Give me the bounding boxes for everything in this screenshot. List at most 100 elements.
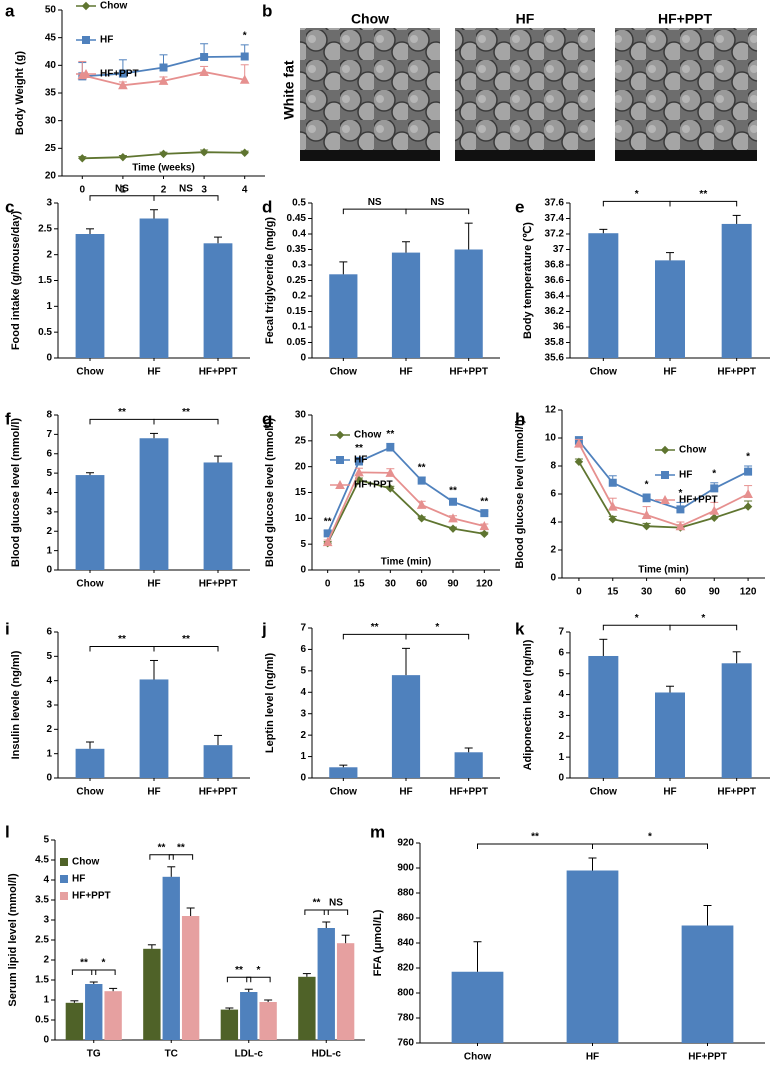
- significance-label: NS: [179, 183, 193, 194]
- y-tick-label: 0.5: [292, 198, 306, 209]
- significance-bracket: [602, 624, 671, 631]
- y-tick-label: 25: [295, 435, 307, 446]
- marker: [323, 529, 332, 538]
- error-bar: [109, 987, 118, 992]
- legend-label: HF: [679, 470, 692, 481]
- y-tick-label: 2: [558, 731, 564, 742]
- significance-bracket: [91, 969, 116, 975]
- x-tick-label: HF+PPT: [717, 787, 756, 798]
- significance-label: **: [118, 407, 126, 418]
- marker: [642, 521, 651, 531]
- legend-label: HF+PPT: [354, 480, 393, 491]
- x-tick-label: Chow: [330, 367, 357, 378]
- marker: [743, 488, 753, 498]
- error-bar: [732, 214, 741, 224]
- x-tick-label: HF: [399, 367, 412, 378]
- series-line: [326, 471, 485, 543]
- significance-bracket: [602, 200, 671, 207]
- y-axis-label: FFA (μmol/L): [372, 909, 384, 976]
- y-tick-label: 2.5: [35, 935, 49, 946]
- y-tick-label: 0.5: [38, 327, 52, 338]
- y-tick-label: 0: [550, 573, 556, 584]
- error-bar: [402, 647, 410, 676]
- y-tick-label: 10: [545, 433, 557, 444]
- x-tick-label: 60: [675, 587, 687, 598]
- y-tick-label: 2: [46, 526, 52, 537]
- y-tick-label: 3: [300, 708, 306, 719]
- significance-label: **: [699, 189, 707, 200]
- y-tick-label: 0.4: [292, 229, 306, 240]
- annotation: *: [678, 488, 682, 499]
- y-tick-label: 10: [295, 513, 307, 524]
- y-tick-label: 860: [397, 913, 414, 924]
- legend-marker: [660, 494, 670, 504]
- marker: [322, 537, 333, 547]
- y-axis-label: Body temperature (℃): [522, 222, 534, 339]
- legend-marker: [81, 1, 91, 11]
- y-tick-label: 35: [45, 88, 57, 99]
- error-bar: [339, 764, 348, 768]
- legend-swatch: [60, 858, 68, 866]
- error-bar: [147, 944, 156, 949]
- annotation: *: [712, 468, 716, 479]
- y-tick-label: 0.45: [287, 213, 307, 224]
- significance-bracket: [477, 843, 593, 849]
- y-tick-label: 0.1: [292, 322, 306, 333]
- x-tick-label: HF+PPT: [199, 579, 238, 590]
- y-tick-label: 4: [558, 689, 564, 700]
- marker: [118, 152, 128, 162]
- panel-letter: b: [262, 1, 272, 20]
- y-tick-label: 37.2: [545, 229, 565, 240]
- image-title: HF+PPT: [658, 11, 713, 27]
- panel-letter: g: [262, 409, 272, 428]
- y-axis-label: Body Weight (g): [14, 51, 26, 135]
- bar: [391, 252, 421, 358]
- significance-bracket: [153, 645, 219, 652]
- y-tick-label: 0: [300, 773, 306, 784]
- y-axis-label: Blood glucose level (mmol/l): [514, 419, 526, 568]
- y-tick-label: 1: [43, 995, 49, 1006]
- x-tick-label: 4: [242, 185, 248, 196]
- y-tick-label: 6: [46, 448, 52, 459]
- y-tick-label: 12: [545, 405, 557, 416]
- sem-image: [300, 28, 440, 161]
- marker: [607, 501, 618, 511]
- y-tick-label: 45: [45, 32, 57, 43]
- marker: [158, 75, 169, 85]
- y-tick-label: 20: [295, 461, 307, 472]
- bar: [317, 928, 335, 1040]
- series-line: [326, 446, 485, 534]
- error-bar: [167, 866, 176, 877]
- bar: [65, 1002, 84, 1040]
- annotation: **: [480, 497, 488, 508]
- x-tick-label: 120: [740, 587, 757, 598]
- bar: [139, 679, 169, 778]
- y-tick-label: 0.05: [287, 337, 307, 348]
- marker: [710, 484, 719, 493]
- significance-label: **: [235, 965, 243, 976]
- y-tick-label: 7: [46, 429, 52, 440]
- error-bar: [302, 973, 311, 977]
- marker: [574, 457, 584, 467]
- x-tick-label: 1: [120, 185, 126, 196]
- panel-letter: c: [5, 197, 14, 216]
- bar: [566, 870, 619, 1043]
- bar: [181, 916, 200, 1040]
- y-tick-label: 760: [397, 1038, 414, 1049]
- significance-label: *: [256, 965, 260, 976]
- bar: [139, 218, 169, 358]
- panel-letter: e: [515, 197, 524, 216]
- y-tick-label: 36.2: [545, 306, 565, 317]
- significance-label: **: [313, 898, 321, 909]
- y-tick-label: 4: [43, 875, 49, 886]
- y-tick-label: 820: [397, 963, 414, 974]
- y-tick-label: 800: [397, 988, 414, 999]
- y-axis-label: Serum lipid level (mmol/l): [7, 873, 19, 1007]
- bar: [721, 663, 752, 778]
- x-tick-label: HF+PPT: [449, 787, 488, 798]
- marker: [159, 149, 168, 159]
- legend-label: Chow: [354, 430, 381, 441]
- legend-swatch: [60, 875, 68, 883]
- panel-letter: j: [261, 619, 267, 638]
- x-axis-label: Time (weeks): [132, 163, 195, 174]
